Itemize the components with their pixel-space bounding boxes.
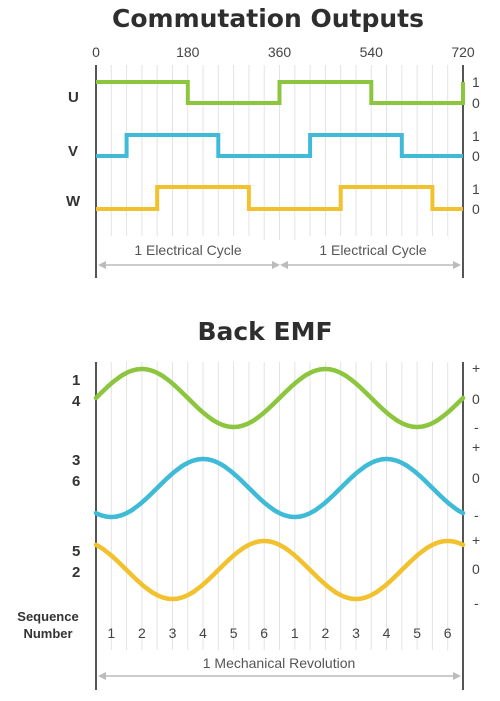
phase-label-u: U (68, 89, 79, 106)
electrical-cycle-arrows (98, 261, 461, 269)
back-emf-waveforms (93, 366, 466, 602)
sequence-numbers: 1 2 3 4 5 6 1 2 3 4 5 6 (107, 625, 451, 641)
v-low-label: 0 (472, 148, 480, 164)
back-emf-trace-2 (93, 456, 466, 520)
sequence-number: 2 (138, 625, 146, 641)
degree-tick-180: 180 (176, 44, 200, 60)
trace1-zero: 0 (472, 391, 480, 407)
trace-label-4: 4 (72, 393, 81, 410)
trace2-zero: 0 (472, 470, 480, 486)
sequence-label-line2: Number (23, 626, 72, 641)
sequence-number: 5 (413, 625, 421, 641)
sequence-number: 6 (444, 625, 452, 641)
degree-tick-0: 0 (92, 44, 100, 60)
sequence-number: 5 (230, 625, 238, 641)
sequence-number: 3 (169, 625, 177, 641)
trace3-minus: - (474, 595, 479, 611)
trace-label-5: 5 (72, 543, 80, 560)
back-emf-title: Back EMF (197, 317, 332, 346)
v-high-label: 1 (472, 128, 480, 144)
trace3-plus: + (472, 532, 480, 548)
w-low-label: 0 (472, 201, 480, 217)
u-low-label: 0 (472, 95, 480, 111)
electrical-cycle-label-2: 1 Electrical Cycle (319, 242, 427, 258)
commutation-title: Commutation Outputs (112, 4, 424, 33)
trace3-zero: 0 (472, 561, 480, 577)
phase-label-v: V (68, 143, 78, 160)
sequence-number: 6 (260, 625, 268, 641)
mechanical-revolution-label: 1 Mechanical Revolution (203, 655, 356, 671)
trace2-plus: + (472, 439, 480, 455)
trace-label-6: 6 (72, 473, 80, 490)
commutation-waveforms (96, 80, 465, 211)
electrical-cycle-label-1: 1 Electrical Cycle (134, 242, 242, 258)
degree-tick-360: 360 (268, 44, 292, 60)
sequence-number: 3 (352, 625, 360, 641)
sequence-number: 4 (383, 625, 391, 641)
back-emf-trace-3 (93, 538, 466, 602)
trace-label-3: 3 (72, 452, 80, 469)
trace1-minus: - (474, 419, 479, 435)
back-emf-grid (110, 362, 449, 650)
trace-label-1: 1 (72, 372, 80, 389)
u-high-label: 1 (472, 74, 480, 90)
trace1-plus: + (472, 360, 480, 376)
phase-label-w: W (66, 193, 81, 210)
degree-ticks: 0 180 360 540 720 (92, 44, 475, 60)
square-wave-u (96, 80, 465, 105)
sequence-number: 1 (291, 625, 299, 641)
square-wave-w (96, 185, 463, 211)
trace-label-2: 2 (72, 564, 80, 581)
trace2-minus: - (474, 507, 479, 523)
degree-tick-720: 720 (451, 44, 475, 60)
w-high-label: 1 (472, 181, 480, 197)
mechanical-revolution-arrow (98, 672, 461, 680)
back-emf-trace-1 (93, 366, 466, 430)
square-wave-v (96, 133, 463, 158)
sequence-number: 1 (107, 625, 115, 641)
sequence-number: 4 (199, 625, 207, 641)
sequence-label-line1: Sequence (17, 609, 78, 624)
sequence-number: 2 (322, 625, 330, 641)
degree-tick-540: 540 (360, 44, 384, 60)
